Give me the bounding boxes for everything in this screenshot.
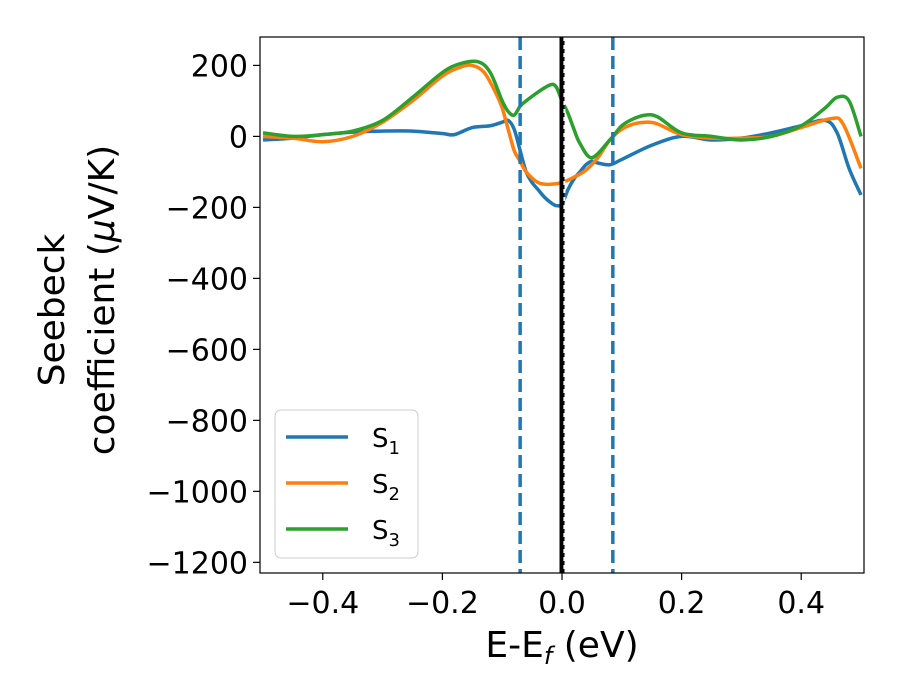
- legend: S1 S2 S3: [274, 409, 419, 559]
- y-axis-title-line1: Seebeck: [32, 233, 73, 386]
- y-tick-label: −600: [166, 333, 248, 368]
- x-tick-label: 0.2: [658, 586, 706, 621]
- x-tick-label: 0.0: [538, 586, 586, 621]
- legend-label-s2: S2: [372, 470, 400, 505]
- x-tick-label: −0.4: [286, 586, 359, 621]
- y-tick-label: −200: [166, 191, 248, 226]
- y-tick-label: −800: [166, 404, 248, 439]
- y-tick-label: 0: [229, 120, 248, 155]
- x-tick-label: −0.2: [406, 586, 479, 621]
- y-tick-label: −1200: [147, 546, 248, 581]
- vline-layer: [518, 37, 615, 573]
- x-axis-title: E-Ef (eV): [485, 625, 638, 670]
- legend-label-s1: S1: [372, 424, 400, 459]
- y-tick-label: 200: [191, 49, 248, 84]
- y-axis: 200 0 −200 −400 −600 −800 −1000 −1200: [147, 49, 260, 581]
- x-axis: −0.4 −0.2 0.0 0.2 0.4: [286, 573, 825, 621]
- legend-label-s3: S3: [372, 516, 400, 551]
- y-tick-label: −400: [166, 262, 248, 297]
- y-axis-title-line2: coefficient (μV/K): [82, 145, 123, 455]
- y-tick-label: −1000: [147, 475, 248, 510]
- x-tick-label: 0.4: [777, 586, 825, 621]
